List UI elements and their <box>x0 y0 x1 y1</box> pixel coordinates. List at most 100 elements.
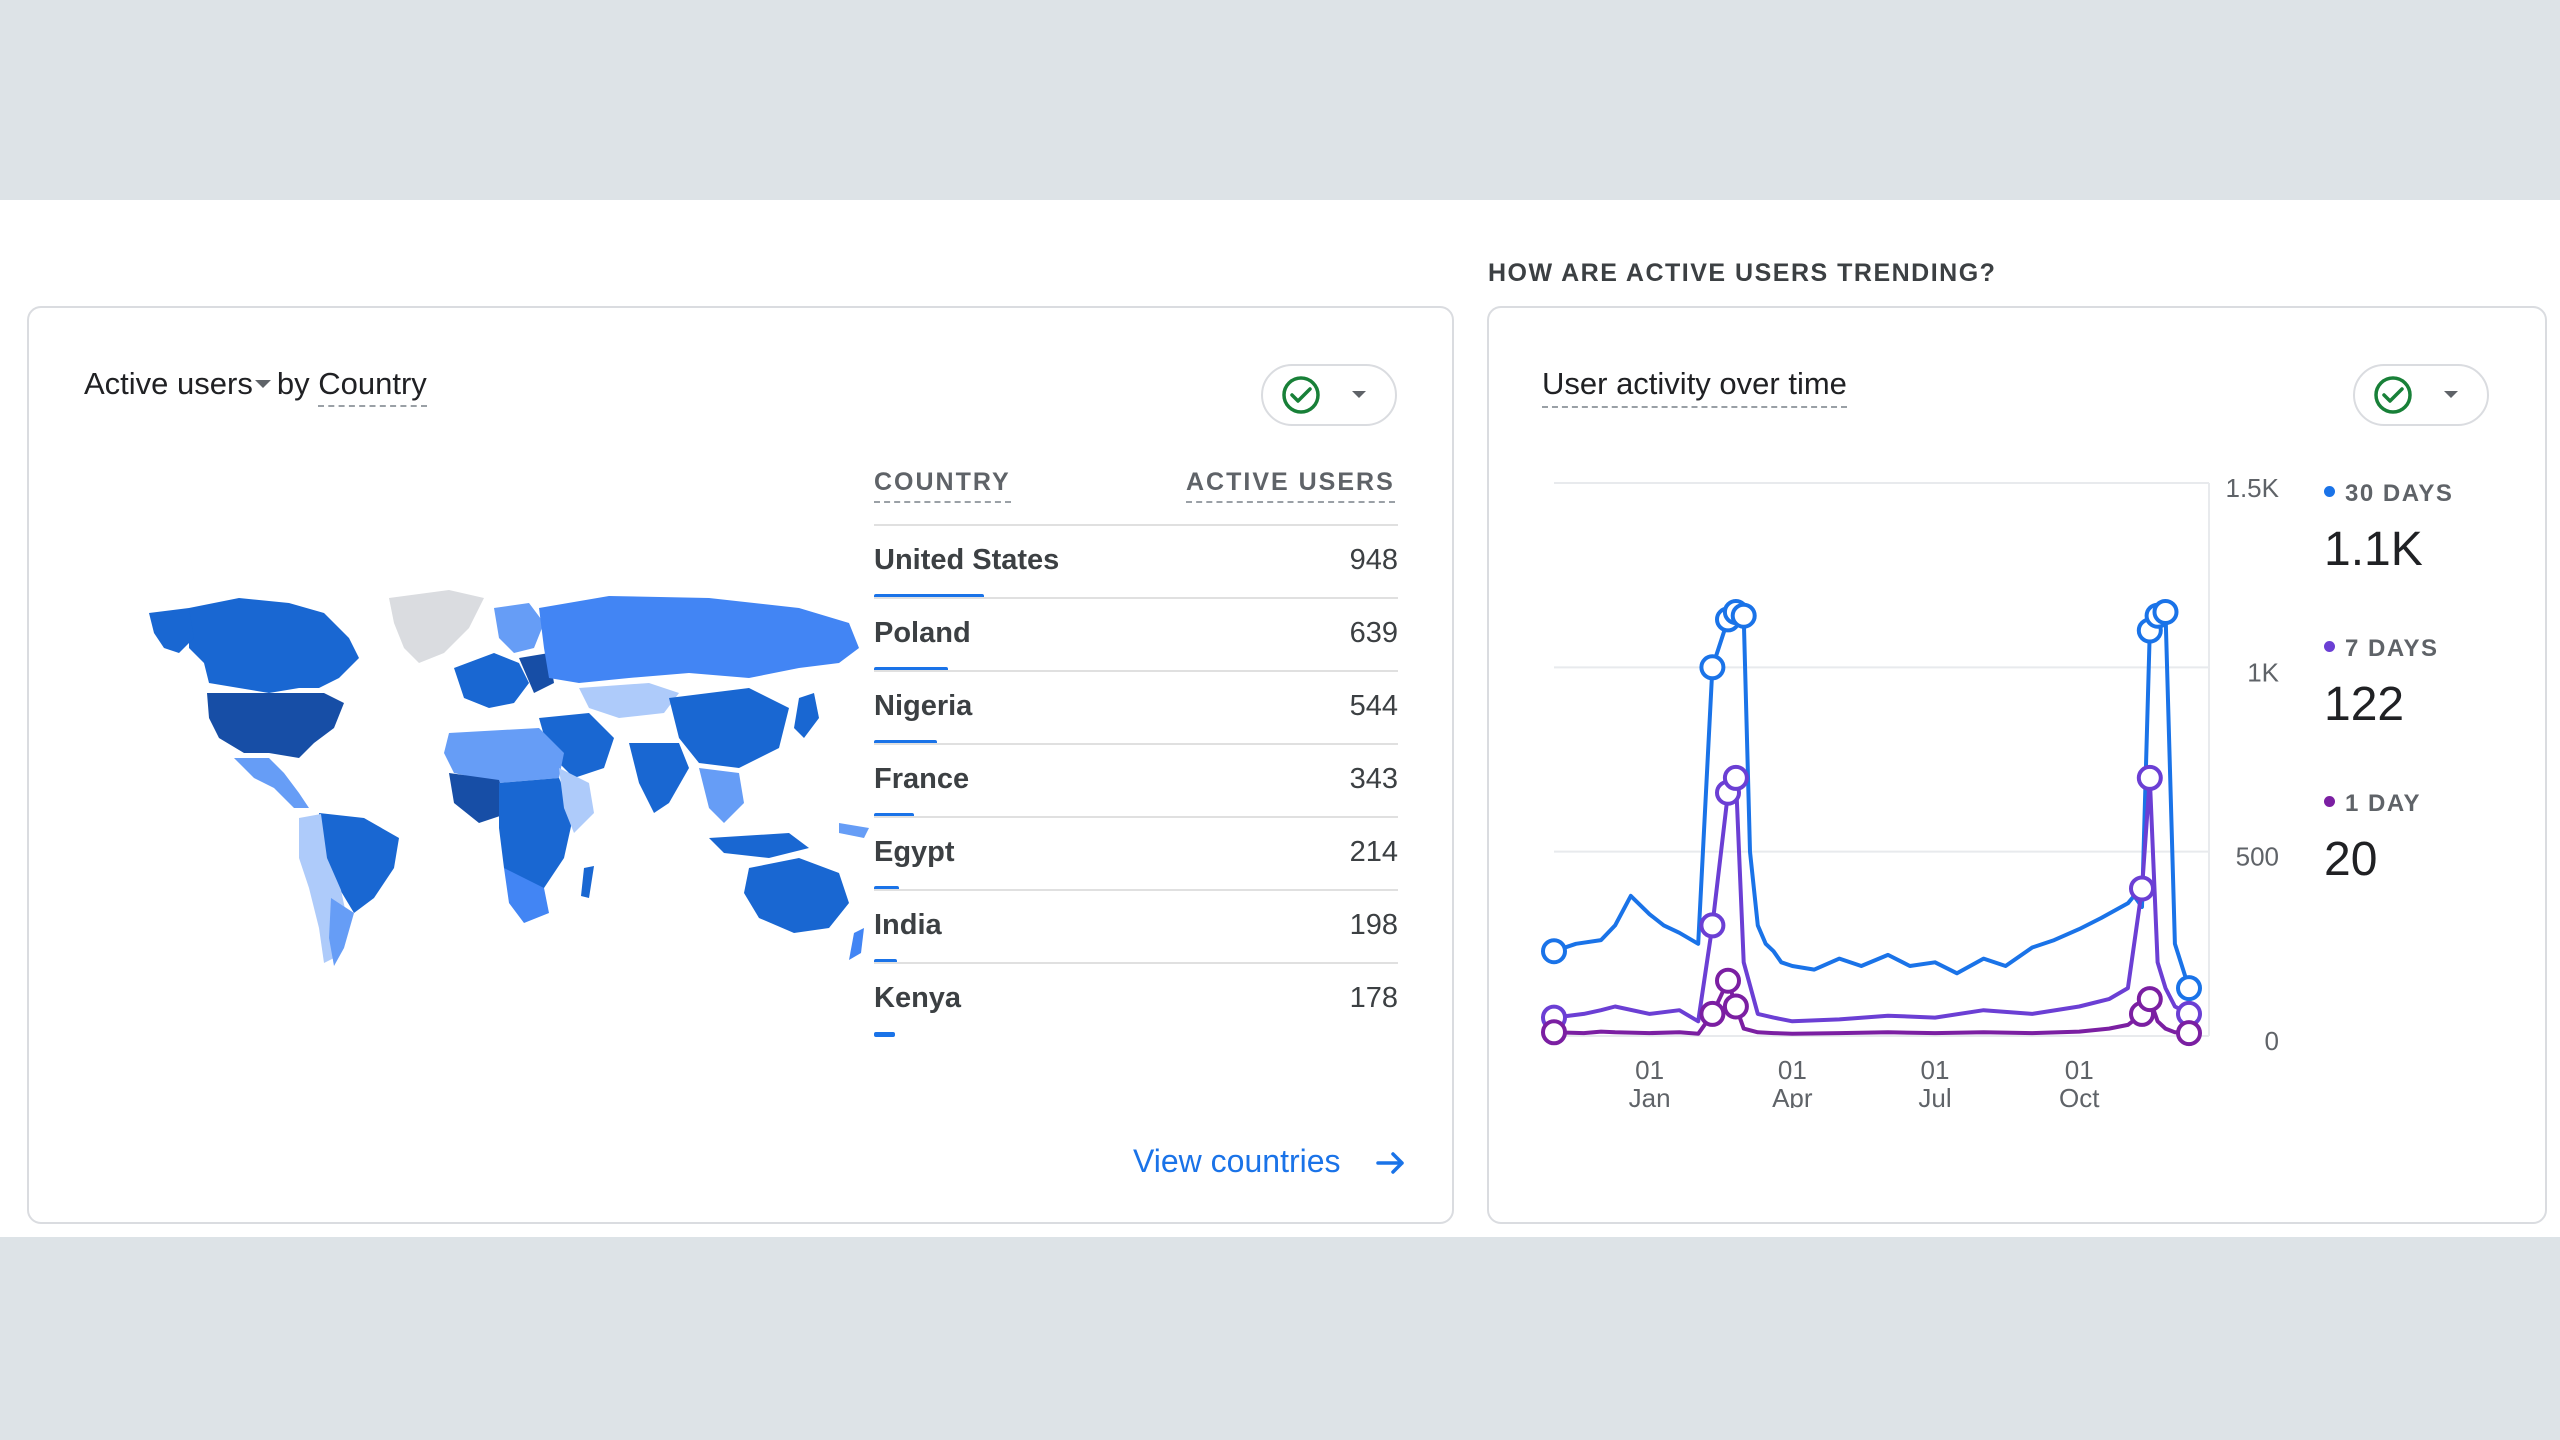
anomaly-point <box>1541 1019 1567 1046</box>
activity-insight-pill[interactable] <box>2353 364 2489 426</box>
country-name: France <box>874 763 970 795</box>
country-name: India <box>874 909 942 941</box>
legend-value-7-days: 122 <box>2324 678 2405 731</box>
series-line-7-days <box>1553 775 2190 1024</box>
map-region-west-africa <box>449 773 509 823</box>
metric-selector[interactable]: Active users <box>84 366 253 401</box>
anomaly-point <box>1722 764 1749 791</box>
active-users-value: 214 <box>1349 836 1398 868</box>
map-region-europe-north <box>494 603 544 653</box>
map-region-australia <box>744 858 849 933</box>
legend-item-30-days: 30 DAYS 1.1K <box>2324 480 2453 577</box>
active-users-column-header[interactable]: ACTIVE USERS <box>1186 468 1395 503</box>
map-region-russia <box>539 596 859 683</box>
world-map-svg <box>149 590 869 966</box>
dropdown-arrow-icon <box>2444 391 2458 398</box>
anomaly-point <box>2152 599 2179 625</box>
table-row[interactable]: Poland 639 <box>874 597 1398 672</box>
arrow-right-icon[interactable] <box>1374 1146 1408 1180</box>
legend-label-1-day: 1 DAY <box>2345 790 2421 817</box>
country-column-header[interactable]: COUNTRY <box>874 468 1011 503</box>
table-row[interactable]: Egypt 214 <box>874 816 1398 891</box>
active-users-by-country-card: Active users by Country <box>27 306 1454 1224</box>
x-tick-month-label: Apr <box>1772 1083 1813 1108</box>
anomaly-point <box>1541 938 1567 965</box>
x-tick-day-label: 01 <box>1635 1055 1664 1085</box>
map-region-pacific-islands <box>839 823 869 838</box>
insight-status-pill[interactable] <box>1261 364 1397 426</box>
map-region-east-africa <box>559 768 594 833</box>
x-tick-day-label: 01 <box>1778 1055 1807 1085</box>
anomaly-point <box>1699 912 1726 939</box>
anomaly-point <box>1722 993 1749 1020</box>
table-row[interactable]: Kenya 178 <box>874 962 1398 1037</box>
legend-value-1-day: 20 <box>2324 833 2378 886</box>
dropdown-arrow-icon <box>1352 391 1366 398</box>
map-region-central-asia <box>579 683 679 718</box>
share-bar <box>874 813 914 818</box>
country-name: Nigeria <box>874 690 973 722</box>
view-countries-link[interactable]: View countries <box>1133 1143 1341 1179</box>
share-bar <box>874 667 948 672</box>
share-bar <box>874 959 897 964</box>
map-region-india <box>629 743 689 813</box>
x-tick-day-label: 01 <box>2065 1055 2094 1085</box>
legend-label-30-days: 30 DAYS <box>2345 480 2454 507</box>
map-region-greenland <box>389 590 484 663</box>
country-name: Egypt <box>874 836 955 868</box>
active-users-value: 343 <box>1349 763 1398 795</box>
map-region-argentina <box>329 898 354 966</box>
anomaly-point <box>1730 602 1757 629</box>
legend-item-1-day: 1 DAY 20 <box>2324 790 2421 887</box>
table-row[interactable]: India 198 <box>874 889 1398 964</box>
anomaly-point <box>1699 654 1726 681</box>
anomaly-point <box>2136 764 2163 791</box>
legend-dot-7-days <box>2324 641 2335 653</box>
activity-card-title[interactable]: User activity over time <box>1542 366 1847 408</box>
map-region-japan <box>794 693 819 738</box>
map-region-europe-west <box>454 653 529 708</box>
x-tick-month-label: Jan <box>1629 1083 1671 1108</box>
table-row[interactable]: France 343 <box>874 743 1398 818</box>
series-line-1-day <box>1553 978 2190 1036</box>
active-users-value: 178 <box>1349 982 1398 1014</box>
map-region-mexico <box>234 758 309 808</box>
active-users-value: 198 <box>1349 909 1398 941</box>
section-heading: HOW ARE ACTIVE USERS TRENDING? <box>1488 259 1997 287</box>
card-title: Active users by Country <box>84 366 427 407</box>
legend-label-7-days: 7 DAYS <box>2345 635 2439 662</box>
map-region-madagascar <box>581 866 594 898</box>
x-tick-month-label: Oct <box>2059 1083 2100 1108</box>
y-tick-label: 1.5K <box>2226 473 2280 503</box>
legend-value-30-days: 1.1K <box>2324 523 2423 576</box>
map-region-usa <box>207 693 344 758</box>
legend-dot-30-days <box>2324 486 2335 498</box>
share-bar <box>874 594 984 599</box>
world-map[interactable] <box>149 568 889 988</box>
active-users-value: 544 <box>1349 690 1398 722</box>
anomaly-point <box>2176 1020 2202 1047</box>
share-bar <box>874 886 899 891</box>
legend-item-7-days: 7 DAYS 122 <box>2324 635 2439 732</box>
series-line-30-days <box>1553 610 2191 989</box>
country-name: Poland <box>874 617 971 649</box>
table-row[interactable]: Nigeria 544 <box>874 670 1398 745</box>
map-region-canada <box>189 598 359 693</box>
anomaly-point <box>2176 975 2202 1002</box>
share-bar <box>874 1032 895 1037</box>
map-region-indonesia <box>709 833 809 858</box>
anomaly-point <box>1715 967 1741 994</box>
map-region-china <box>669 688 789 768</box>
dimension-selector[interactable]: Country <box>318 366 427 407</box>
map-region-se-asia <box>699 768 744 823</box>
caret-down-icon[interactable] <box>254 379 271 388</box>
share-bar <box>874 740 937 745</box>
by-label: by <box>276 366 310 401</box>
y-tick-label: 0 <box>2265 1026 2279 1056</box>
x-tick-month-label: Jul <box>1918 1083 1951 1108</box>
map-region-north-africa <box>444 728 564 783</box>
map-region-alaska <box>149 608 194 653</box>
table-row[interactable]: United States 948 <box>874 524 1398 599</box>
map-region-central-africa <box>499 778 574 898</box>
